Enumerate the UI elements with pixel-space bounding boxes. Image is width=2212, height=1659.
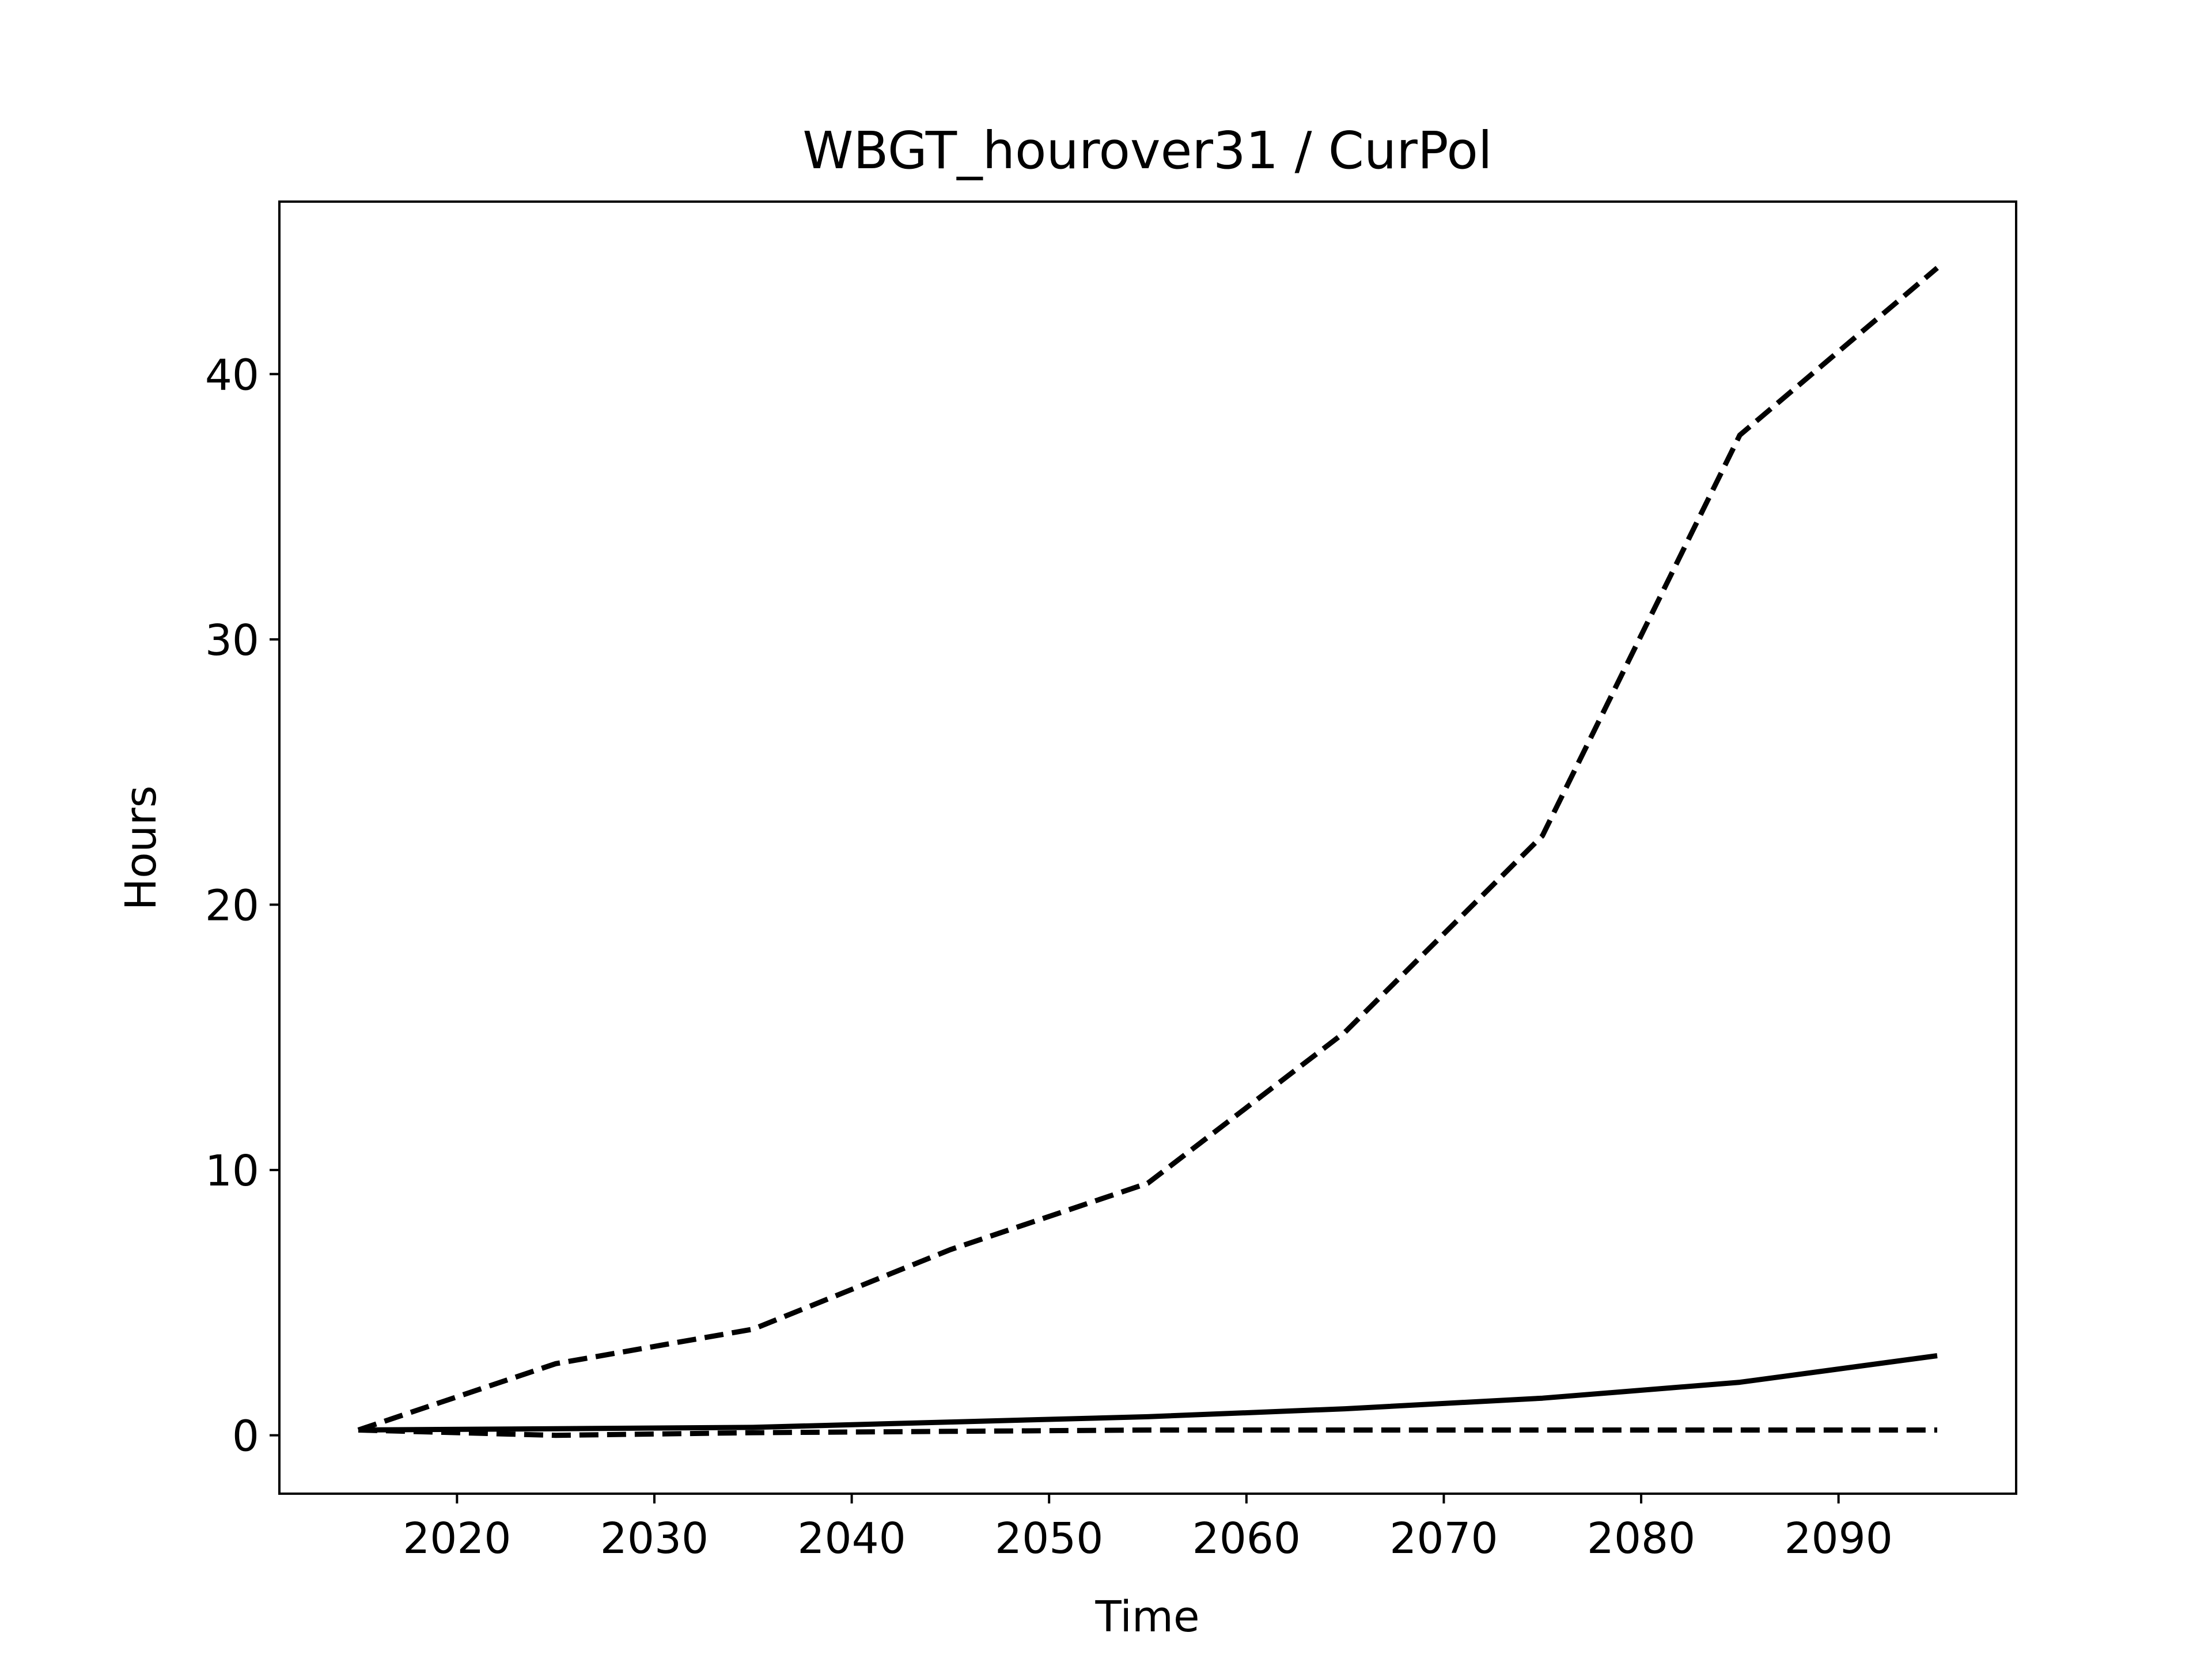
y-tick-label: 10 (205, 1146, 259, 1196)
y-tick-label: 30 (205, 616, 259, 665)
x-tick-label: 2080 (1587, 1514, 1695, 1563)
plot-area (357, 266, 1939, 1438)
x-tick-label: 2030 (600, 1514, 709, 1563)
series-1-line (358, 1353, 1938, 1433)
x-tick-label: 2060 (1192, 1514, 1301, 1563)
x-tick-label: 2040 (797, 1514, 906, 1563)
series-2-line (357, 266, 1939, 1433)
y-axis: 0 10 20 30 40 (205, 350, 279, 1461)
y-tick-label: 40 (205, 350, 259, 400)
y-axis-label: Hours (116, 786, 166, 911)
y-tick-label: 20 (205, 881, 259, 931)
x-axis: 2020 2030 2040 2050 2060 2070 2080 2090 (403, 1494, 1893, 1563)
axes-frame (278, 200, 2017, 1495)
chart-title: WBGT_hourover31 / CurPol (802, 120, 1492, 180)
x-tick-label: 2020 (403, 1514, 511, 1563)
x-tick-label: 2070 (1389, 1514, 1498, 1563)
x-axis-label: Time (1094, 1592, 1199, 1642)
series-3-line (358, 1427, 1937, 1438)
y-tick-label: 0 (232, 1412, 259, 1461)
x-tick-label: 2050 (995, 1514, 1103, 1563)
x-tick-label: 2090 (1784, 1514, 1892, 1563)
